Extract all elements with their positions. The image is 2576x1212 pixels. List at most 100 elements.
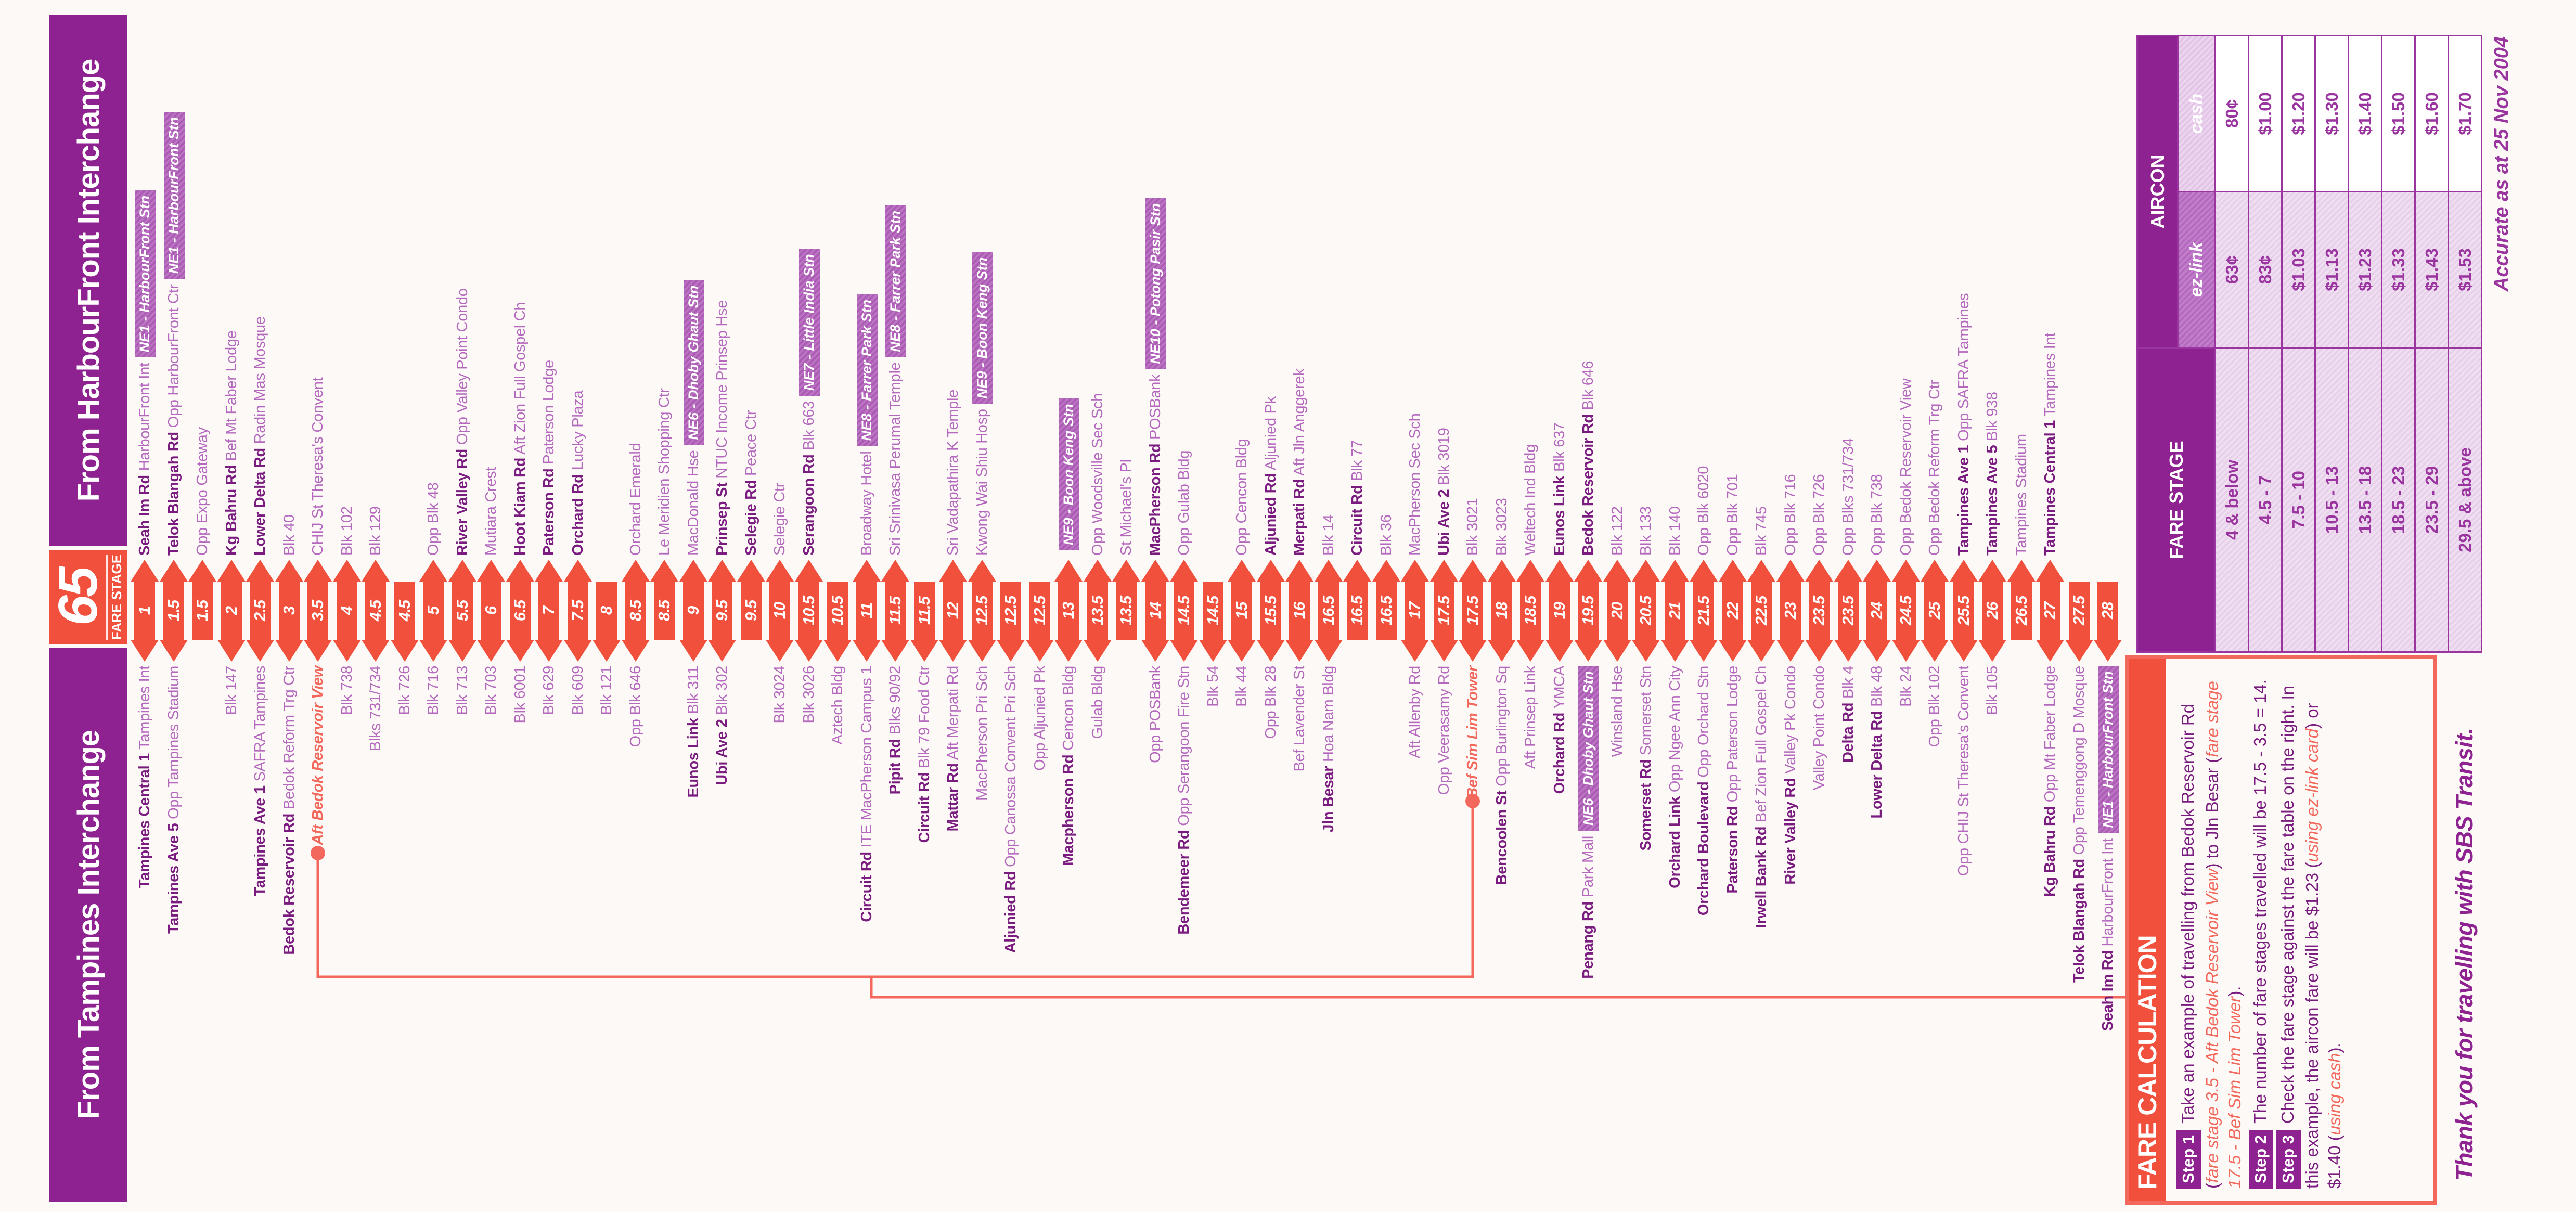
stop-description: Opp Cencon Bldg — [1233, 439, 1250, 556]
stop-row: Aljunied Rd Opp Canossa Convent Pri Sch 1… — [996, 0, 1025, 1212]
fare-stage-marker: 26.5 — [2011, 582, 2032, 640]
stop-name-from-harbourfront: Tampines Stadium — [2007, 434, 2036, 556]
step-highlight-text: using ez-link card — [2302, 728, 2322, 862]
stop-name-from-tampines: Orchard Boulevard Opp Orchard Stn — [1689, 666, 1718, 916]
stop-description: Opp Blk 716 — [1782, 474, 1799, 556]
stop-row: Tampines Ave 5 Opp Tampines Stadium 1.5 Te… — [159, 0, 188, 1212]
cash-fare: $1.60 — [2415, 35, 2449, 192]
stop-row: Paterson Rd Opp Paterson Lodge 22 Opp Blk … — [1718, 0, 1747, 1212]
stop-description: Blk 713 — [454, 666, 471, 715]
stop-description: MacPherson Pri Sch — [973, 666, 990, 801]
stop-name-from-tampines: Circuit Rd ITE MacPherson Campus 1 — [852, 666, 881, 922]
stop-description: Opp Blk 28 — [1262, 666, 1279, 739]
stop-description: Blk 140 — [1666, 506, 1683, 556]
stop-name-from-tampines: Blk 3026 — [794, 666, 823, 723]
stop-row: Opp Blk 646 8.5 Orchard Emerald — [621, 0, 650, 1212]
stop-name-from-harbourfront: Opp Blk 738 — [1862, 474, 1891, 556]
stop-road-name: Prinsep St — [714, 482, 730, 556]
stop-row: Opp POSBank 14 MacPherson Rd POSBank NE10 -… — [1141, 0, 1170, 1212]
stop-description: Blk 609 — [569, 666, 586, 715]
step-text: ). — [2225, 986, 2244, 997]
stop-name-from-harbourfront: Le Meridien Shopping Ctr — [650, 388, 679, 556]
stop-name-from-tampines: Bedok Reservoir Rd Bedok Reform Trg Ctr — [275, 666, 304, 955]
stop-row: Blk 629 7 Paterson Rd Paterson Lodge — [534, 0, 563, 1212]
stop-name-from-tampines: Blk 726 — [390, 666, 419, 715]
stop-name-from-tampines: Tampines Central 1 Tampines Int — [130, 666, 159, 888]
stop-description: Orchard Emerald — [627, 443, 644, 556]
cash-fare: $1.40 — [2348, 35, 2382, 192]
fare-stage-range: 23.5 - 29 — [2415, 347, 2449, 652]
stop-description: Le Meridien Shopping Ctr — [656, 388, 673, 556]
stop-description: NTUC Income Prinsep Hse — [714, 300, 730, 479]
fare-table-row: 10.5 - 13 $1.13 $1.30 — [2315, 35, 2349, 652]
stop-description: Broadway Hotel — [858, 451, 875, 556]
cash-fare: $1.50 — [2381, 35, 2415, 192]
stop-road-name: Tampines Ave 1 — [1955, 445, 1972, 556]
fare-stage-marker: 23.5 — [1809, 582, 1830, 640]
arrow-left-icon — [1025, 640, 1054, 662]
arrow-right-icon — [563, 560, 592, 582]
stop-name-from-harbourfront: River Valley Rd Opp Valley Point Condo — [448, 288, 477, 556]
stop-road-name: Pipit Rd — [887, 739, 904, 795]
stop-name-from-harbourfront: Serangoon Rd Blk 663 NE7 - Little India S… — [794, 249, 823, 556]
arrow-left-icon — [1199, 640, 1227, 662]
fare-stage-range: 7.5 - 10 — [2282, 347, 2315, 652]
mrt-station-badge: NE6 - Dhoby Ghaut Stn — [683, 280, 704, 445]
stop-row: Blks 731/734 4.5 Blk 129 — [361, 0, 390, 1212]
arrow-right-icon — [1805, 560, 1833, 582]
mrt-station-badge: NE1 - HarbourFront Stn — [2098, 666, 2119, 833]
stop-name-from-tampines: Blk 713 — [448, 666, 477, 715]
arrow-left-icon — [159, 640, 188, 662]
stop-name-from-harbourfront: Blk 140 — [1660, 506, 1690, 556]
stop-road-name: Telok Blangah Rd — [165, 432, 182, 556]
fare-stage-marker: 28 — [2097, 582, 2118, 640]
stop-name-from-harbourfront: Blk 102 — [332, 506, 362, 556]
stop-name-from-tampines: Blk 703 — [476, 666, 506, 715]
arrow-right-icon — [1516, 560, 1544, 582]
arrow-right-icon — [1112, 560, 1140, 582]
stop-road-name: Jln Besar — [1320, 766, 1337, 833]
ezlink-fare: $1.13 — [2315, 191, 2349, 348]
arrow-left-icon — [968, 640, 996, 662]
stop-name-from-harbourfront: Opp Bedok Reform Trg Ctr — [1920, 380, 1949, 556]
stop-description: Valley Point Condo — [1811, 666, 1827, 791]
arrow-left-icon — [2094, 640, 2122, 662]
stop-name-from-tampines: Blk 716 — [419, 666, 448, 715]
stop-description: Opp Blk 701 — [1724, 474, 1741, 556]
fare-stage-marker: 25.5 — [1953, 582, 1974, 640]
stop-road-name: Bedok Reservoir Rd — [1580, 414, 1596, 556]
stop-description: YMCA — [1551, 666, 1568, 709]
arrow-right-icon — [1372, 560, 1400, 582]
stop-name-from-tampines: Opp Blk 646 — [621, 666, 650, 747]
stop-row: 1.5 Opp Expo Gateway — [188, 0, 217, 1212]
stop-description: Opp Blk 102 — [1926, 666, 1943, 747]
stop-row: Jln Besar Hoa Nam Bldg 16.5 Blk 14 — [1314, 0, 1343, 1212]
stop-name-from-tampines: Blks 731/734 — [361, 666, 390, 751]
stop-road-name: Ubi Ave 2 — [1435, 489, 1452, 556]
fare-stage-marker: 21 — [1664, 582, 1685, 640]
arrow-left-icon — [217, 640, 246, 662]
stop-description: Peace Ctr — [742, 410, 759, 476]
stop-name-from-harbourfront: Ubi Ave 2 Blk 3019 — [1429, 428, 1459, 556]
stop-name-from-tampines: Blk 738 — [332, 666, 362, 715]
arrow-right-icon — [939, 560, 967, 582]
stop-description: Blk 311 — [685, 666, 702, 714]
stop-name-from-harbourfront: Tampines Ave 5 Blk 938 — [1978, 392, 2007, 556]
stop-road-name: Hoot Kiam Rd — [511, 457, 529, 556]
stop-name-from-harbourfront: Opp Blk 6020 — [1689, 466, 1718, 556]
fare-stage-marker: 13.5 — [1116, 582, 1137, 640]
stop-name-from-tampines: Aft Bedok Reservoir View — [303, 666, 332, 845]
stop-description: Blks 731/734 — [367, 666, 384, 752]
stop-row: Winsland Hse 20 Blk 122 — [1603, 0, 1632, 1212]
ezlink-fare: $1.33 — [2381, 191, 2415, 348]
stop-description: Sri Srinivasa Perumal Temple — [887, 362, 904, 556]
stop-name-from-harbourfront: MacPherson Sec Sch — [1400, 414, 1429, 556]
arrow-left-icon — [910, 640, 938, 662]
stop-road-name: Irwell Bank Rd — [1753, 826, 1770, 929]
fare-stage-marker: 18 — [1491, 582, 1512, 640]
stop-description: Tampines Int — [2042, 332, 2058, 417]
stop-description: Opp Orchard Stn — [1695, 666, 1712, 778]
arrow-right-icon — [1141, 560, 1169, 582]
stop-name-from-harbourfront: Opp Blks 731/734 — [1834, 438, 1863, 556]
stop-row: Irwell Bank Rd Bef Zion Full Gospel Ch 22… — [1747, 0, 1776, 1212]
